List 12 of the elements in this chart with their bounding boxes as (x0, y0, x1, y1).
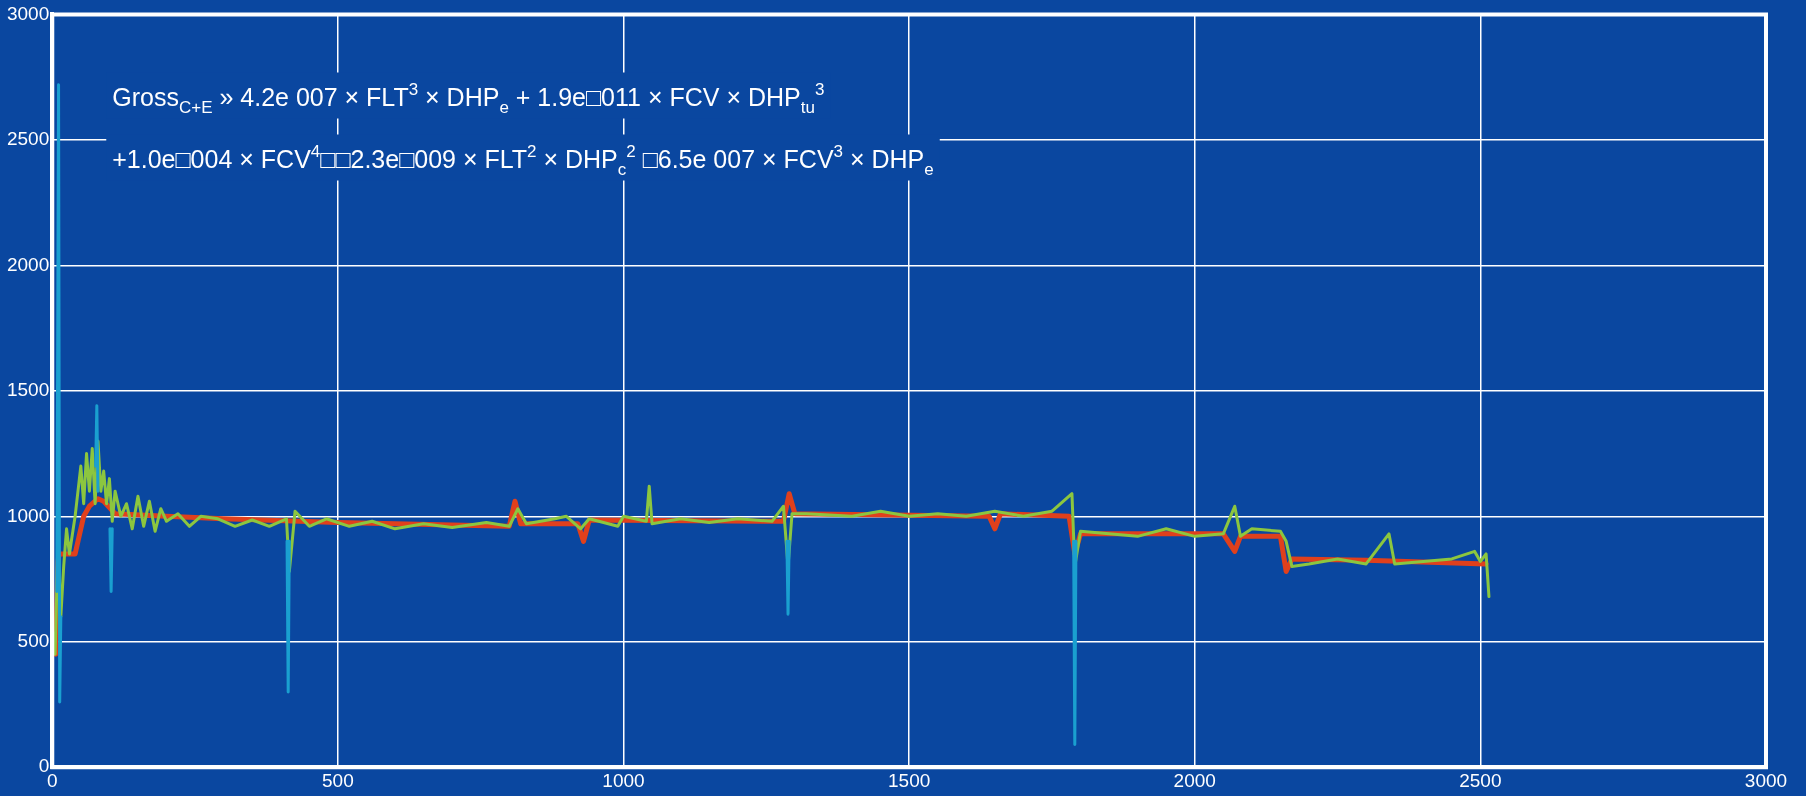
y-tick-label: 1500 (6, 379, 50, 401)
y-tick-label: 3000 (6, 2, 50, 24)
y-tick-label: 2000 (6, 253, 50, 275)
y-tick-label: 1000 (6, 504, 50, 526)
x-tick-label: 1000 (602, 769, 645, 791)
x-tick-label: 2000 (1173, 769, 1216, 791)
y-tick-label: 500 (17, 629, 50, 651)
x-tick-label: 500 (322, 769, 354, 791)
y-tick-label: 2500 (6, 128, 50, 150)
x-tick-label: 1500 (887, 769, 931, 791)
x-tick-label: 3000 (1744, 769, 1788, 791)
x-tick-label: 2500 (1459, 769, 1502, 791)
